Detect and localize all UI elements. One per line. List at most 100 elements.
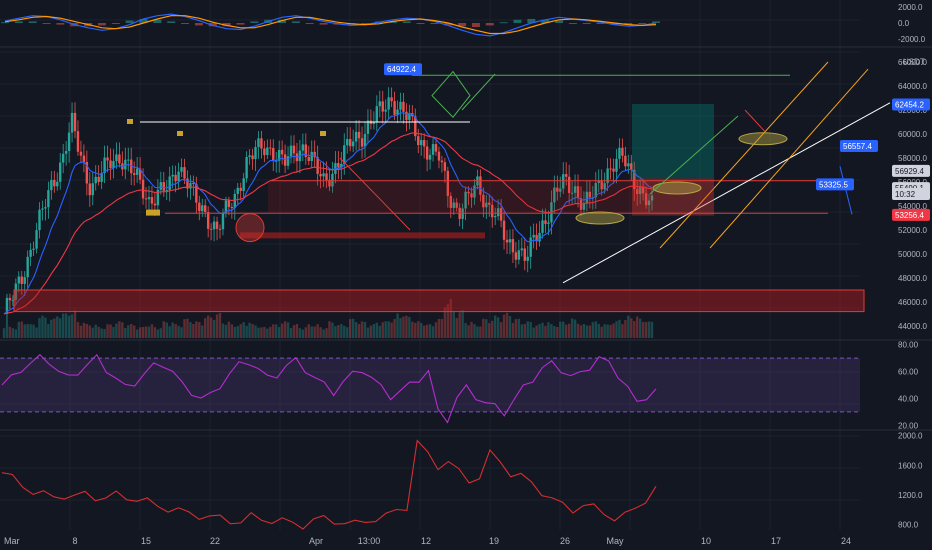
macd-series-line xyxy=(4,15,657,35)
volume-bar xyxy=(115,323,118,338)
candle-body xyxy=(493,216,497,218)
y-tick-label: 2000.0 xyxy=(898,432,923,441)
volume-bar xyxy=(431,326,435,338)
candle-body xyxy=(440,160,444,163)
volume-bar xyxy=(5,325,9,338)
volume-bar xyxy=(420,322,423,338)
candle-body xyxy=(532,234,535,238)
candle-body xyxy=(331,173,334,187)
candle-body xyxy=(650,195,654,201)
volume-bar xyxy=(479,326,482,338)
y-tick-label: 2000.0 xyxy=(898,3,923,12)
candle-body xyxy=(230,206,234,208)
candle-body xyxy=(150,197,154,204)
volume-bar xyxy=(366,327,370,338)
volume-bar xyxy=(641,321,645,338)
candle-body xyxy=(319,173,322,177)
candle-body xyxy=(621,147,624,156)
candle-body xyxy=(11,299,15,301)
candle-body xyxy=(387,97,390,110)
candle-body xyxy=(641,186,645,194)
price-tag xyxy=(892,98,930,111)
volume-bar xyxy=(325,328,328,338)
x-tick-label: 17 xyxy=(771,536,781,546)
volume-bar xyxy=(159,328,163,338)
price-tag-label: 10:32 xyxy=(895,190,916,199)
candle-body xyxy=(449,195,452,208)
candle-body xyxy=(363,133,367,147)
candle-body xyxy=(204,205,207,213)
candle-body xyxy=(215,221,219,229)
y-tick-label: 50000.0 xyxy=(898,250,927,259)
volume-bar xyxy=(337,325,340,338)
volume-bar xyxy=(23,324,26,338)
candle-body xyxy=(597,180,600,184)
volume-bar xyxy=(32,324,35,338)
candle-body xyxy=(378,101,381,107)
volume-bar xyxy=(529,322,532,338)
channel-line-upper xyxy=(659,61,829,249)
volume-bar xyxy=(488,323,491,338)
volume-bar xyxy=(417,321,420,338)
volume-bar xyxy=(414,322,417,338)
candle-body xyxy=(511,239,515,253)
volume-bar xyxy=(227,321,231,338)
candle-body xyxy=(502,220,506,240)
x-tick-label: 12 xyxy=(421,536,431,546)
volume-bar xyxy=(482,318,485,338)
candle-body xyxy=(91,183,94,196)
candle-body xyxy=(354,131,358,142)
candle-body xyxy=(224,200,228,213)
candle-body xyxy=(23,277,26,284)
candle-body xyxy=(322,173,325,177)
marker-circle xyxy=(235,213,265,243)
candle-body xyxy=(245,157,248,179)
candle-body xyxy=(325,173,328,180)
volume-bar xyxy=(446,304,450,338)
candle-body xyxy=(428,154,432,160)
candle-body xyxy=(630,163,633,170)
macd-histogram-bar xyxy=(361,23,370,24)
y-tick-label: 54000.0 xyxy=(898,202,927,211)
volume-bar xyxy=(277,327,281,338)
volume-bar xyxy=(381,322,384,338)
candle-body xyxy=(50,179,53,191)
volume-bar xyxy=(378,325,381,338)
volume-bar xyxy=(124,327,127,338)
candle-body xyxy=(470,193,473,198)
candle-body xyxy=(375,106,379,123)
volume-bar xyxy=(505,312,509,338)
macd-histogram-bar xyxy=(485,23,494,26)
candle-body xyxy=(301,144,305,151)
candle-body xyxy=(135,168,139,175)
candle-body xyxy=(275,160,278,162)
volume-bar xyxy=(189,322,192,338)
volume-bar xyxy=(351,318,355,338)
volume-bar xyxy=(624,320,627,338)
volume-bar xyxy=(275,324,278,338)
volume-bar xyxy=(313,326,316,338)
candle-body xyxy=(251,155,254,160)
volume-bar xyxy=(473,324,476,338)
macd-histogram-bar xyxy=(402,21,411,23)
candle-body xyxy=(618,147,621,159)
candle-body xyxy=(304,144,308,158)
candle-body xyxy=(100,173,103,182)
candle-body xyxy=(499,208,503,221)
volume-bar xyxy=(387,321,390,338)
pattern-diamond xyxy=(431,70,471,118)
candle-body xyxy=(538,232,541,242)
volume-bar xyxy=(553,326,556,338)
macd-histogram-bar xyxy=(416,23,425,24)
volume-bar xyxy=(50,319,53,338)
volume-bar xyxy=(316,324,319,338)
candle-body xyxy=(535,234,538,242)
price-tag xyxy=(892,188,930,200)
candle-body xyxy=(189,183,192,189)
macd-histogram-bar xyxy=(555,20,564,23)
candle-body xyxy=(576,186,580,199)
candle-body xyxy=(517,250,521,260)
candle-body xyxy=(567,176,571,193)
candle-body xyxy=(508,239,512,243)
